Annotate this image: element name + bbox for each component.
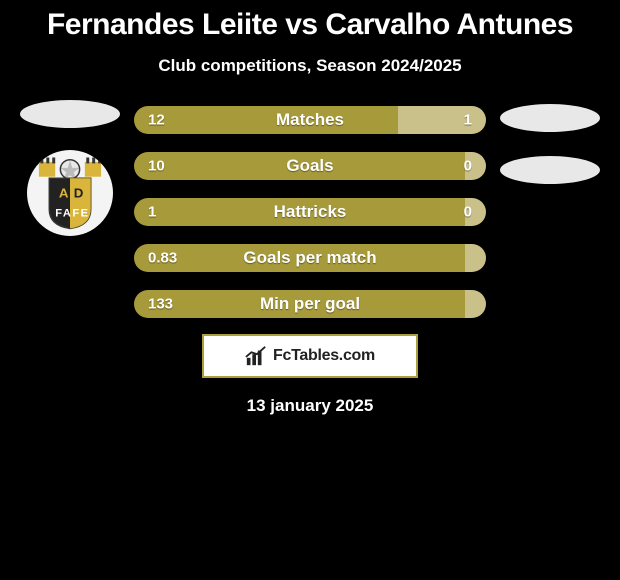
- bar-chart-icon: [245, 345, 267, 367]
- stat-value-left: 1: [148, 204, 156, 221]
- right-player-column: [496, 100, 604, 184]
- left-player-column: A D FAFE: [16, 100, 124, 236]
- stat-label: Goals: [286, 156, 333, 176]
- stat-bar: 12 1 Matches: [134, 106, 486, 134]
- fafe-crest-icon: A D FAFE: [33, 156, 107, 230]
- player-avatar-right: [500, 104, 600, 132]
- stat-bar-left: [134, 106, 398, 134]
- club-logo-right: [500, 156, 600, 184]
- stat-bar-right: [465, 290, 486, 318]
- stat-bar: 0.83 Goals per match: [134, 244, 486, 272]
- stat-value-left: 12: [148, 112, 165, 129]
- stat-value-right: 1: [464, 112, 472, 129]
- stat-bar: 133 Min per goal: [134, 290, 486, 318]
- stat-value-right: 0: [464, 158, 472, 175]
- player-avatar-left: [20, 100, 120, 128]
- stat-value-left: 10: [148, 158, 165, 175]
- svg-text:A: A: [59, 185, 69, 200]
- brand-watermark: FcTables.com: [202, 334, 418, 378]
- stat-bar: 1 0 Hattricks: [134, 198, 486, 226]
- stat-bar-right: [465, 244, 486, 272]
- stat-value-right: 0: [464, 204, 472, 221]
- stat-label: Goals per match: [243, 248, 376, 268]
- stat-value-left: 133: [148, 296, 173, 313]
- stat-label: Hattricks: [274, 202, 347, 222]
- stat-bar: 10 0 Goals: [134, 152, 486, 180]
- stat-value-left: 0.83: [148, 250, 177, 267]
- subtitle: Club competitions, Season 2024/2025: [0, 56, 620, 76]
- stat-bar-right: [398, 106, 486, 134]
- brand-text: FcTables.com: [273, 347, 375, 365]
- page-title: Fernandes Leiite vs Carvalho Antunes: [0, 0, 620, 42]
- stat-label: Matches: [276, 110, 344, 130]
- stat-label: Min per goal: [260, 294, 360, 314]
- date: 13 january 2025: [0, 396, 620, 416]
- comparison-area: A D FAFE 121Matches100Goals10Hattricks0.…: [0, 106, 620, 416]
- club-logo-left: A D FAFE: [27, 150, 113, 236]
- svg-text:FAFE: FAFE: [55, 208, 89, 220]
- stat-bars: 121Matches100Goals10Hattricks0.83Goals p…: [134, 106, 486, 318]
- svg-text:D: D: [74, 185, 84, 200]
